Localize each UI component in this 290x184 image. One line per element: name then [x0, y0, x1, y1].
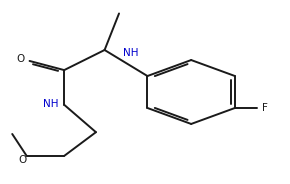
- Text: F: F: [262, 103, 268, 113]
- Text: NH: NH: [123, 48, 138, 58]
- Text: O: O: [18, 155, 26, 165]
- Text: NH: NH: [43, 99, 58, 109]
- Text: O: O: [16, 54, 24, 65]
